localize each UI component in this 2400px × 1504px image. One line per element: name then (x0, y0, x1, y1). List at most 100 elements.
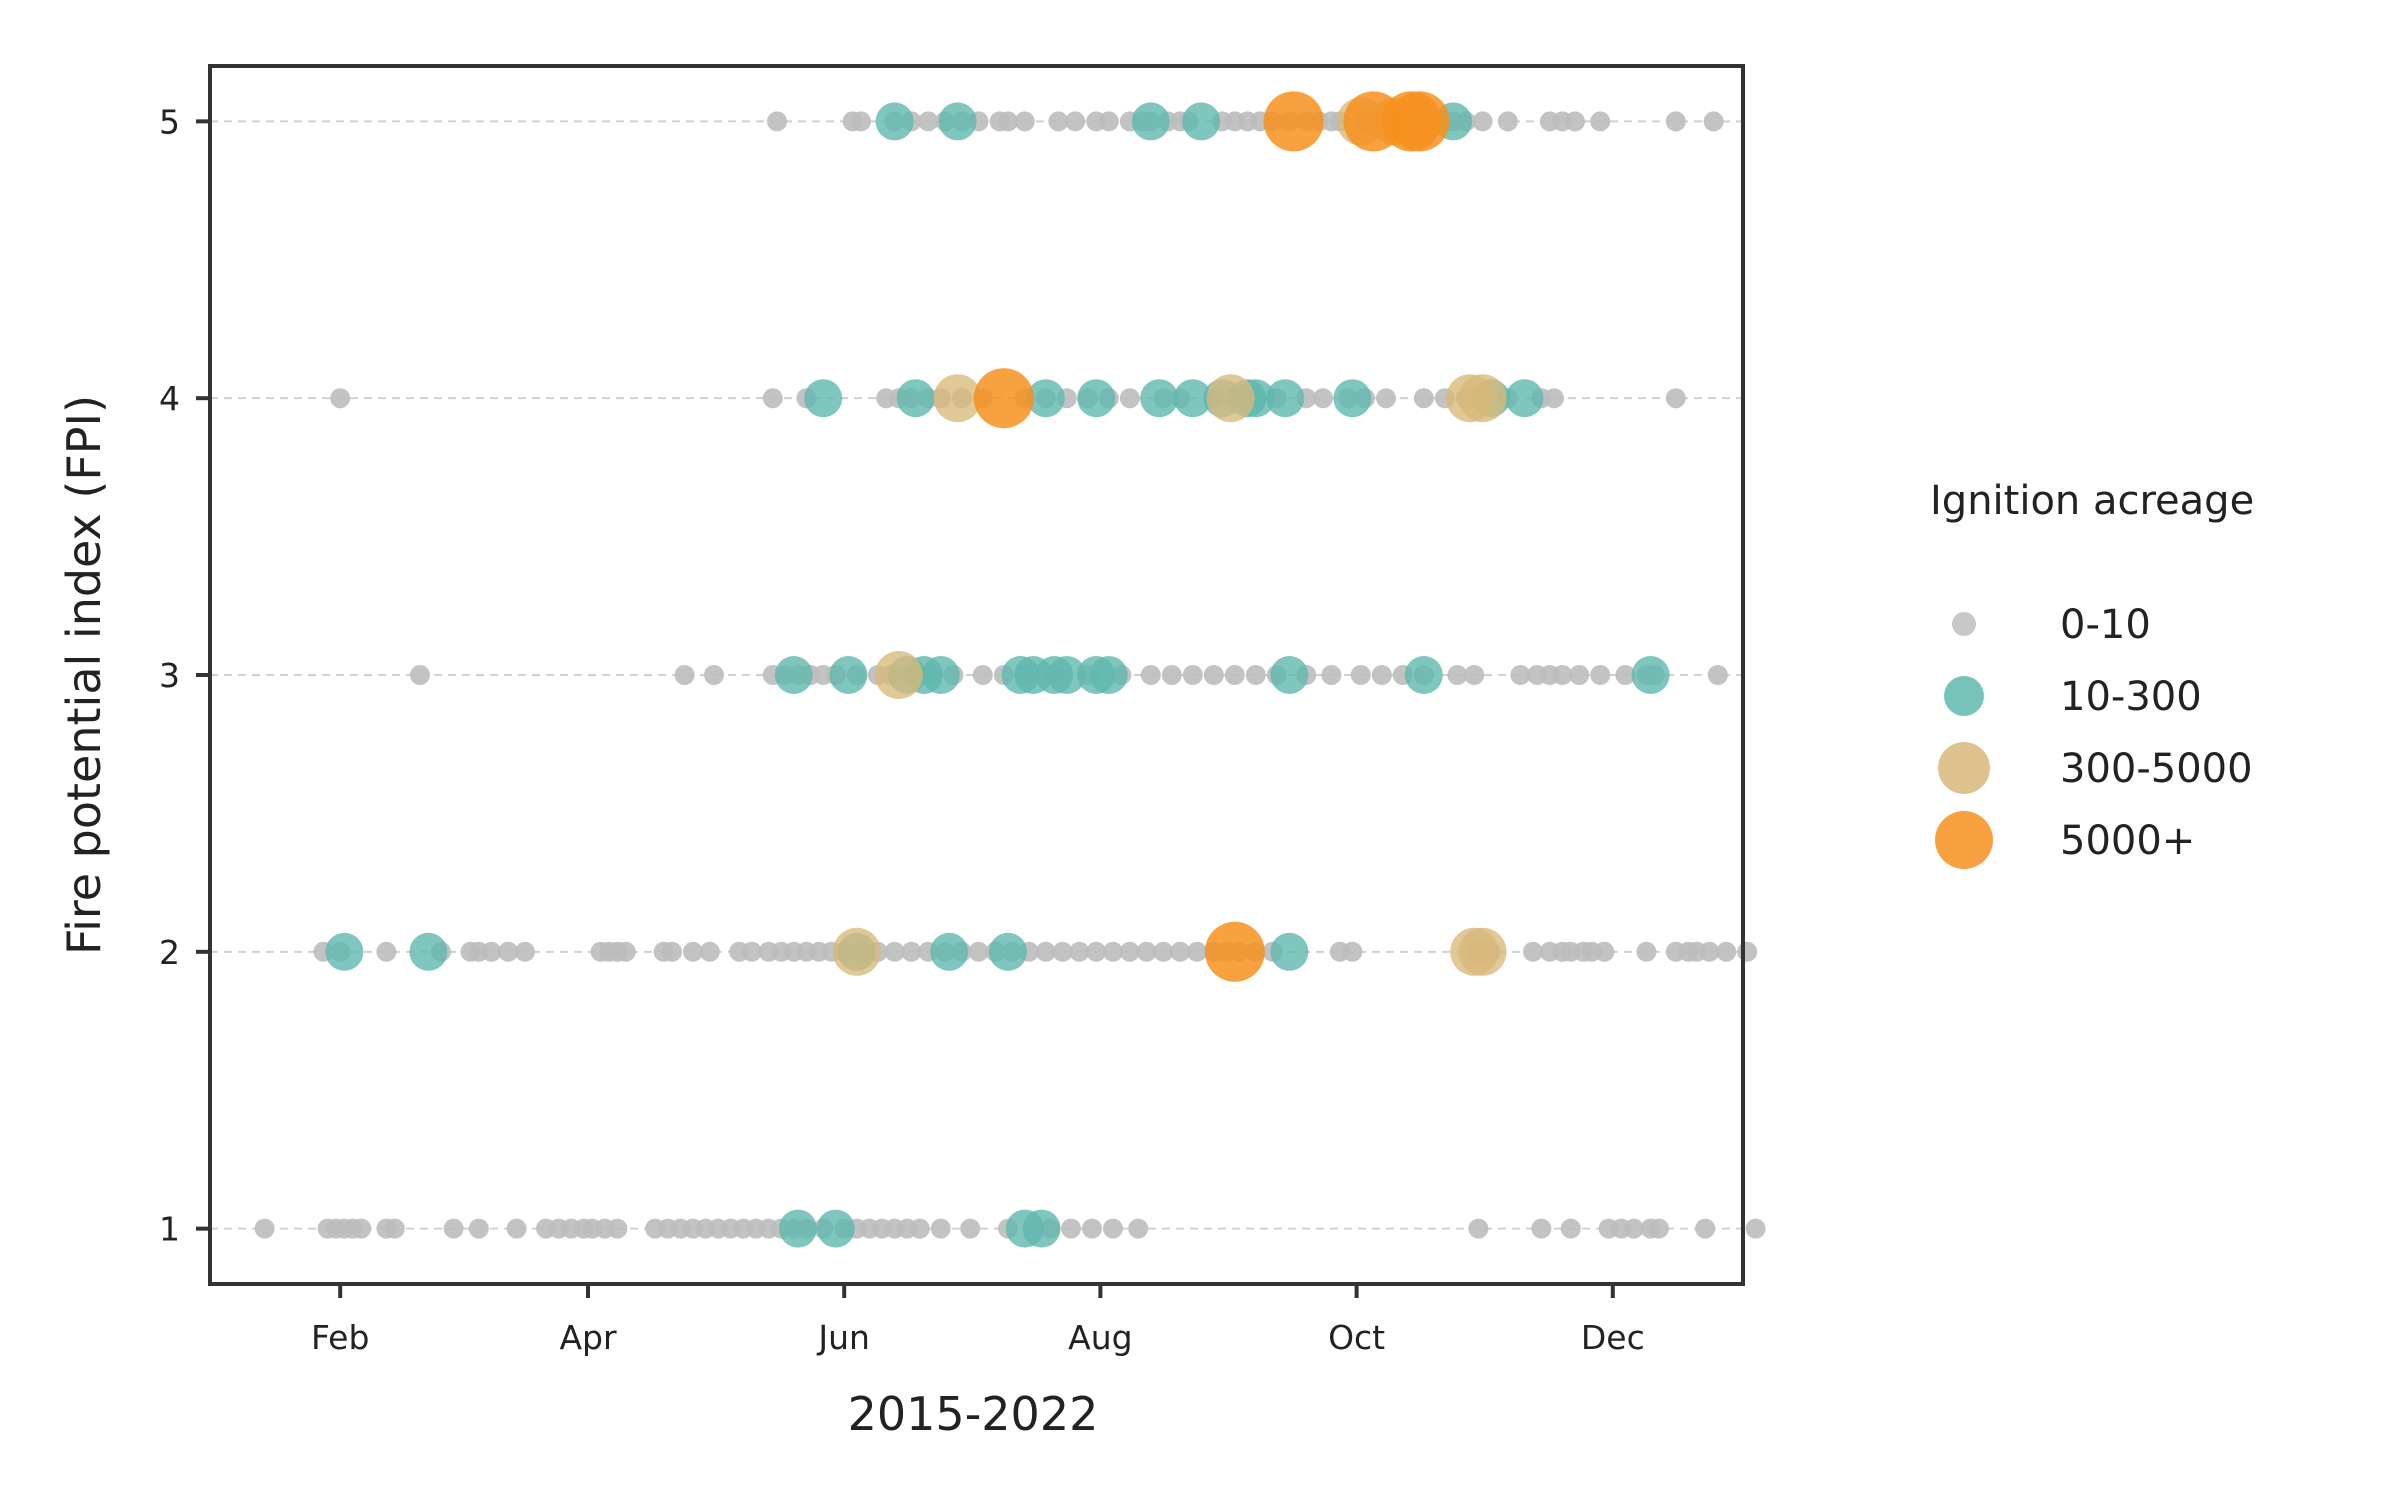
x-tick-label-Apr: Apr (559, 1318, 617, 1357)
point-0-10 (1569, 665, 1590, 685)
point-10-300 (1089, 656, 1128, 694)
point-10-300 (779, 1209, 817, 1248)
point-0-10 (1161, 665, 1182, 685)
point-0-10 (762, 388, 783, 409)
point-0-10 (1103, 941, 1123, 962)
point-0-10 (741, 941, 762, 962)
point-0-10 (607, 1218, 628, 1239)
x-tick-label-Jun: Jun (816, 1318, 870, 1357)
point-10-300 (1631, 656, 1670, 694)
point-0-10 (254, 1218, 275, 1239)
point-0-10 (1544, 388, 1564, 409)
point-10-300 (896, 379, 935, 418)
point-0-10 (930, 1218, 951, 1239)
point-10-300 (930, 932, 969, 971)
legend-label-10-300: 10-300 (2060, 674, 2202, 720)
point-0-10 (960, 1218, 981, 1239)
point-0-10 (674, 665, 695, 685)
point-10-300 (1131, 102, 1170, 141)
point-300-5000 (1206, 374, 1255, 423)
point-0-10 (998, 111, 1018, 132)
point-0-10 (498, 941, 519, 962)
point-10-300 (1077, 379, 1116, 418)
point-10-300 (409, 932, 448, 971)
point-0-10 (1560, 1218, 1581, 1239)
point-300-5000 (933, 374, 982, 423)
point-0-10 (515, 941, 535, 962)
point-0-10 (1468, 1218, 1489, 1239)
point-0-10 (851, 111, 871, 132)
point-0-10 (1128, 1218, 1149, 1239)
point-0-10 (1136, 941, 1157, 962)
point-0-10 (615, 941, 636, 962)
legend-key-5000+ (1935, 811, 1993, 869)
point-0-10 (662, 941, 682, 962)
point-0-10 (1069, 941, 1090, 962)
point-0-10 (1413, 388, 1434, 409)
x-axis: Feb Apr Jun Aug Oct Dec (311, 1284, 1645, 1357)
point-0-10 (704, 665, 724, 685)
point-0-10 (1342, 941, 1363, 962)
point-10-300 (325, 932, 364, 971)
point-0-10 (1510, 665, 1531, 685)
point-10-300 (1505, 379, 1544, 418)
point-0-10 (1153, 941, 1174, 962)
series-10-300 (325, 102, 1670, 1248)
point-0-10 (1497, 111, 1518, 132)
legend-title: Ignition acreage (1930, 478, 2254, 524)
point-0-10 (1245, 665, 1266, 685)
point-10-300 (1270, 656, 1309, 694)
x-tick-label-Feb: Feb (311, 1318, 369, 1357)
point-10-300 (875, 102, 914, 141)
point-10-300 (816, 1209, 855, 1248)
point-0-10 (1590, 111, 1611, 132)
point-0-10 (699, 941, 720, 962)
point-0-10 (1665, 388, 1686, 409)
point-0-10 (1716, 941, 1737, 962)
legend-label-300-5000: 300-5000 (2060, 746, 2253, 792)
point-0-10 (1523, 941, 1543, 962)
point-0-10 (918, 111, 939, 132)
y-axis-title: Fire potential index (FPI) (57, 395, 111, 955)
y-tick-label-1: 1 (159, 1210, 180, 1249)
y-tick-label-5: 5 (159, 102, 180, 141)
point-0-10 (1082, 1218, 1102, 1239)
point-0-10 (1376, 388, 1396, 409)
point-0-10 (1182, 665, 1203, 685)
x-tick-label-Oct: Oct (1328, 1318, 1385, 1357)
point-0-10 (1594, 941, 1615, 962)
point-10-300 (1140, 379, 1179, 418)
point-0-10 (1695, 1218, 1716, 1239)
point-5000+ (1389, 91, 1450, 152)
point-0-10 (1086, 941, 1107, 962)
point-0-10 (1119, 941, 1140, 962)
point-10-300 (921, 656, 960, 694)
point-0-10 (1187, 941, 1207, 962)
point-0-10 (1119, 388, 1140, 409)
legend-key-0-10 (1952, 612, 1976, 636)
point-10-300 (804, 379, 843, 418)
point-10-300 (1270, 932, 1309, 971)
point-0-10 (468, 1218, 489, 1239)
point-0-10 (1313, 388, 1333, 409)
point-0-10 (1321, 665, 1342, 685)
point-0-10 (1707, 665, 1728, 685)
point-5000+ (1204, 921, 1265, 982)
point-10-300 (1182, 102, 1221, 141)
point-0-10 (767, 111, 787, 132)
point-10-300 (1404, 656, 1443, 694)
series-5000+ (973, 91, 1450, 982)
point-300-5000 (1458, 927, 1507, 976)
point-0-10 (481, 941, 502, 962)
x-tick-label-Dec: Dec (1581, 1318, 1645, 1357)
y-tick-label-3: 3 (159, 656, 180, 695)
point-0-10 (1472, 111, 1493, 132)
point-0-10 (1464, 665, 1485, 685)
point-0-10 (1065, 111, 1086, 132)
point-0-10 (1170, 941, 1191, 962)
point-0-10 (506, 1218, 527, 1239)
point-300-5000 (1458, 374, 1507, 423)
legend-label-0-10: 0-10 (2060, 602, 2151, 648)
